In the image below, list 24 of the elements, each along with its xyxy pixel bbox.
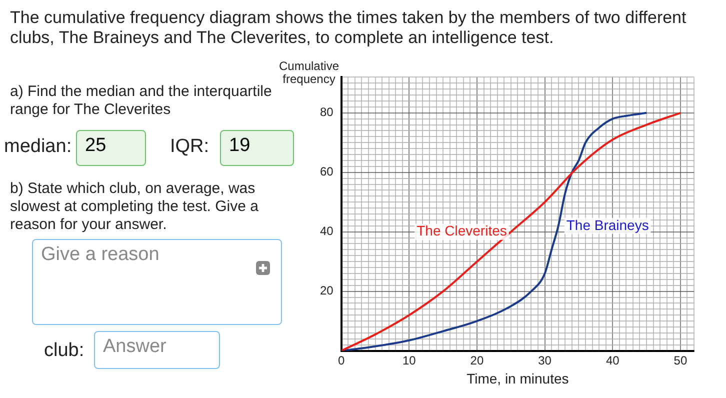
x-tick-label: 30 (538, 353, 552, 368)
x-tick-label: 50 (674, 353, 688, 368)
x-axis-title: Time, in minutes (466, 370, 569, 386)
text: club: (44, 340, 84, 362)
x-tick-label: 20 (470, 353, 484, 368)
text: 19 (220, 130, 294, 166)
series-label: The Braineys (566, 216, 649, 233)
text: median: (4, 136, 72, 158)
y-tick-label: 60 (320, 164, 334, 179)
y-tick-label: 40 (320, 224, 334, 238)
series-label: The Cleverites (416, 222, 507, 239)
y-tick-label: 20 (320, 284, 334, 298)
text: Give a reason (32, 239, 282, 325)
text: 25 (76, 130, 146, 166)
x-tick-label: 40 (606, 353, 620, 368)
y-axis-title: Cumulative frequency (278, 59, 340, 86)
x-tick-label: 10 (402, 353, 416, 368)
text: b) State which club, on average, was slowest at completing the test. Give a reason for your answer. (10, 180, 260, 234)
text: a) Find the median and the interquartile range for The Cleverites (10, 83, 272, 118)
x-tick-label: 0 (338, 353, 346, 368)
text: Answer (94, 331, 220, 369)
chart-title: The cumulative frequency diagram shows the times taken by the members of two different clubs, The Braineys and The Cleverites, to complete an intelligence test. (10, 8, 688, 48)
text: IQR: (170, 136, 210, 158)
y-tick-label: 80 (320, 105, 334, 120)
